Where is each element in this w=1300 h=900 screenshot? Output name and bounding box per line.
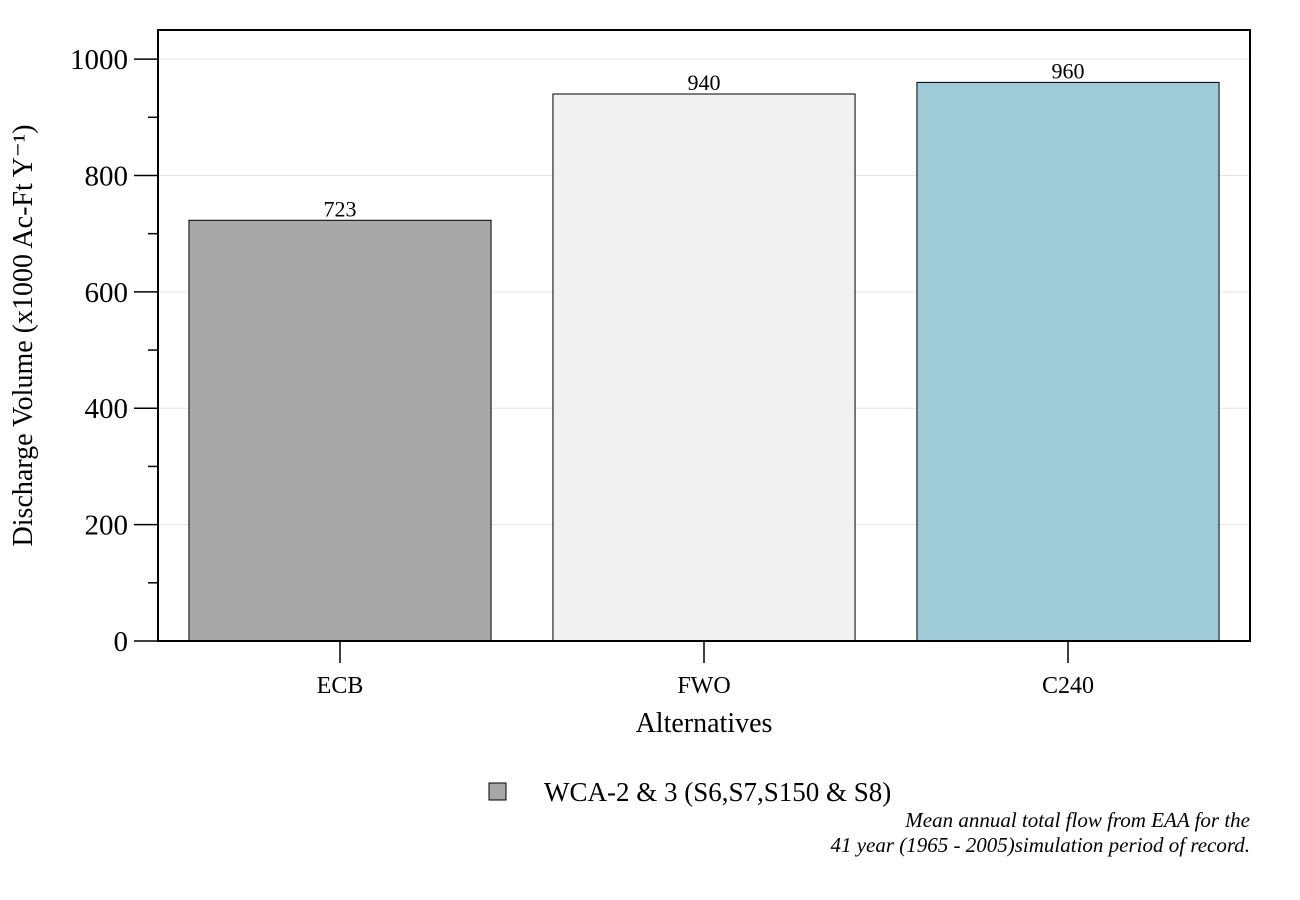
- footnote-line-2: 41 year (1965 - 2005)simulation period o…: [830, 833, 1250, 857]
- data-labels: 723 940 960: [324, 58, 1085, 221]
- bar-ecb: [188, 219, 492, 642]
- y-axis-title: Discharge Volume (x1000 Ac-Ft Y⁻¹): [8, 125, 39, 547]
- y-tick-label: 800: [85, 160, 129, 192]
- y-tick-label: 400: [85, 393, 129, 425]
- footnote-line-1: Mean annual total flow from EAA for the: [905, 808, 1250, 832]
- x-tick-label: FWO: [677, 673, 730, 699]
- data-label: 940: [688, 70, 721, 95]
- y-tick-label: 200: [85, 510, 129, 542]
- legend-label: WCA-2 & 3 (S6,S7,S150 & S8): [544, 777, 891, 807]
- footnote: Mean annual total flow from EAA for the …: [830, 808, 1250, 858]
- bars: [188, 81, 1220, 642]
- x-tick-label: C240: [1042, 673, 1094, 699]
- y-tick-label: 600: [85, 277, 129, 309]
- axes: 0 200 400 600 800 1000 ECB FWO C240: [70, 44, 1094, 699]
- y-tick-label: 0: [114, 626, 129, 658]
- data-label: 960: [1052, 58, 1085, 83]
- data-label: 723: [324, 196, 357, 221]
- y-tick-label: 1000: [70, 44, 128, 76]
- legend: WCA-2 & 3 (S6,S7,S150 & S8): [488, 777, 891, 807]
- legend-swatch: [488, 782, 507, 801]
- x-axis-title: Alternatives: [636, 708, 773, 739]
- bar-c240: [916, 81, 1220, 642]
- bar-fwo: [552, 93, 856, 642]
- x-tick-label: ECB: [317, 673, 364, 699]
